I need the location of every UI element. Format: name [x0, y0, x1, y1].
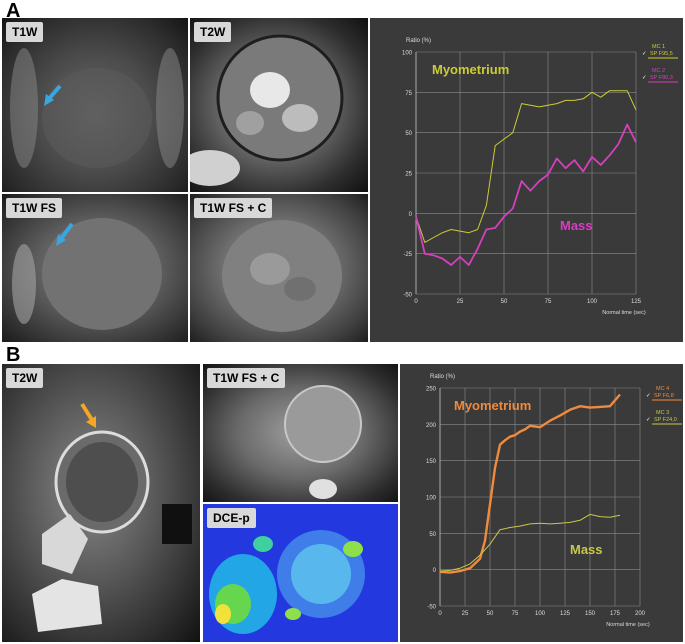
y-tick-label: 50: [405, 131, 412, 137]
series-line-mass: [415, 123, 637, 266]
x-tick-label: 100: [535, 611, 546, 617]
legend-check-icon: ✓: [646, 393, 651, 399]
y-tick-label: -50: [403, 293, 412, 299]
series-line-mass: [439, 513, 621, 572]
mri-t1wfs-texture: [12, 218, 162, 330]
y-tick-label: 75: [405, 91, 412, 97]
x-tick-label: 50: [501, 299, 508, 305]
mri-t1w-texture: [10, 48, 184, 168]
legend-check-icon: ✓: [646, 417, 651, 423]
mri-b-dcep-texture: [203, 504, 398, 642]
x-tick-label: 200: [635, 611, 646, 617]
mri-t2w-texture: [190, 34, 344, 186]
legend-label: MC 2: [652, 68, 665, 74]
legend-label: MC 1: [652, 44, 665, 50]
panel-a-letter: A: [6, 0, 21, 22]
mri-b-t2w-texture: [32, 402, 192, 632]
series-line-myometrium: [415, 90, 637, 243]
mri-label: T1W FS + C: [207, 368, 286, 388]
x-tick-label: 75: [545, 299, 552, 305]
chart-b: -50 0 50 100 150 200 250 0 25 50 75 100 125 150 175 200…: [400, 364, 683, 642]
annotation-myometrium: Myometrium: [454, 398, 531, 413]
mri-label: T1W FS: [6, 198, 62, 218]
y-tick-label: 0: [433, 568, 437, 574]
legend-label: SP F6,8: [654, 393, 674, 399]
legend-label: MC 4: [656, 386, 669, 392]
mri-t1w-image: T1W: [2, 18, 188, 192]
y-tick-label: -25: [403, 252, 412, 258]
mri-label: T2W: [194, 22, 232, 42]
y-tick-label: 200: [426, 423, 437, 429]
x-tick-label: 100: [587, 299, 598, 305]
series-line-myometrium: [439, 393, 621, 574]
y-tick-label: 0: [409, 212, 413, 218]
mri-t1wfs-image: T1W FS: [2, 194, 188, 342]
mri-b-t1wfsc-image: T1W FS + C: [203, 364, 398, 502]
mri-b-t1wfsc-texture: [284, 385, 362, 499]
x-tick-label: 175: [610, 611, 621, 617]
y-tick-label: 50: [429, 532, 436, 538]
x-tick-label: 0: [438, 611, 442, 617]
mri-b-t2w-image: T2W: [2, 364, 200, 642]
mri-label: T2W: [6, 368, 44, 388]
y-tick-label: 100: [402, 51, 413, 57]
x-tick-label: 50: [487, 611, 494, 617]
mri-t2w-image: T2W: [190, 18, 368, 192]
y-tick-label: -50: [427, 605, 436, 611]
x-tick-label: 125: [560, 611, 571, 617]
x-tick-label: 150: [585, 611, 596, 617]
legend-label: SP F95,5: [650, 51, 673, 57]
mri-t1wfsc-texture: [222, 220, 342, 332]
x-tick-label: 25: [462, 611, 469, 617]
legend-label: SP F24,0: [654, 417, 677, 423]
y-tick-label: 100: [426, 496, 437, 502]
annotation-myometrium: Myometrium: [432, 62, 509, 77]
y-tick-label: 250: [426, 387, 437, 393]
y-axis-label: Ratio (%): [430, 374, 455, 380]
x-tick-label: 75: [512, 611, 519, 617]
annotation-mass: Mass: [560, 218, 593, 233]
x-tick-label: 0: [414, 299, 418, 305]
x-tick-label: 125: [631, 299, 642, 305]
panel-b-letter: B: [6, 344, 21, 366]
mri-label: T1W FS + C: [194, 198, 273, 218]
y-tick-label: 25: [405, 172, 412, 178]
y-axis-label: Ratio (%): [406, 38, 431, 44]
x-axis-label: Normal time (sec): [606, 622, 650, 628]
mri-b-dcep-image: DCE-p: [203, 504, 398, 642]
legend-label: SP F80,3: [650, 75, 673, 81]
chart-a-svg: -50 -25 0 25 50 75 100 0 25 50 75 100 125 Ratio (%) No…: [402, 38, 678, 316]
x-axis-label: Normal time (sec): [602, 310, 646, 316]
annotation-mass: Mass: [570, 542, 603, 557]
legend-label: MC 3: [656, 410, 669, 416]
mri-label: T1W: [6, 22, 44, 42]
mri-t1wfsc-image: T1W FS + C: [190, 194, 368, 342]
legend-check-icon: ✓: [642, 51, 647, 57]
x-tick-label: 25: [457, 299, 464, 305]
legend-check-icon: ✓: [642, 75, 647, 81]
chart-a: -50 -25 0 25 50 75 100 0 25 50 75 100 125 Ratio (%) No…: [370, 18, 683, 342]
mri-label: DCE-p: [207, 508, 256, 528]
y-tick-label: 150: [426, 459, 437, 465]
